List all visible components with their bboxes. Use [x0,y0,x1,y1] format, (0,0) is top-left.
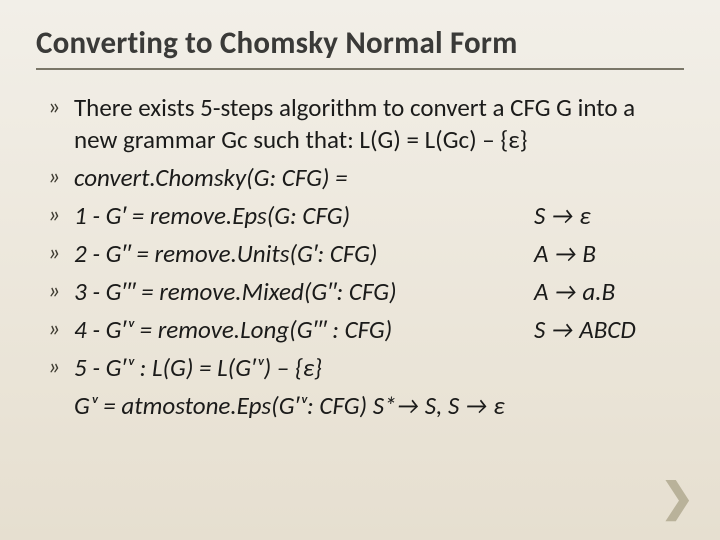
list-item: » There exists 5-steps algorithm to conv… [48,92,684,156]
list-item: » convert.Chomsky(G: CFG) = [48,162,684,194]
bullet-icon: » [48,162,74,193]
list-item: » 2 - G′′ = remove.Units(G′: CFG) A → B [48,238,684,270]
item-text: There exists 5-steps algorithm to conver… [74,92,684,156]
list-item: » 5 - G′ᵛ : L(G) = L(G′ᵛ) – {ε} [48,352,684,384]
bullet-icon: » [48,200,74,231]
item-text: 4 - G′ᵛ = remove.Long(G′′′ : CFG) [74,314,516,346]
content-list: » There exists 5-steps algorithm to conv… [36,92,684,422]
list-item: » 4 - G′ᵛ = remove.Long(G′′′ : CFG) S → … [48,314,684,346]
chevron-right-icon: ❯ [660,473,694,522]
bullet-icon: » [48,238,74,269]
bullet-icon: » [48,92,74,123]
item-text: Gᵛ = atmostone.Eps(G′ᵛ: CFG) S*→ S, S → … [74,390,684,422]
bullet-icon: » [48,276,74,307]
item-rhs: A → a.B [534,276,684,308]
list-item: » 1 - G′ = remove.Eps(G: CFG) S → ε [48,200,684,232]
item-text: convert.Chomsky(G: CFG) = [74,162,684,194]
bullet-icon: » [48,352,74,383]
item-text: 5 - G′ᵛ : L(G) = L(G′ᵛ) – {ε} [74,352,684,384]
item-text: 3 - G′′′ = remove.Mixed(G′′: CFG) [74,276,516,308]
slide: Converting to Chomsky Normal Form » Ther… [0,0,720,540]
item-rhs: A → B [534,238,684,270]
item-rhs: S → ε [534,200,684,232]
item-text: 1 - G′ = remove.Eps(G: CFG) [74,200,516,232]
bullet-icon: » [48,314,74,345]
item-rhs: S → ABCD [534,314,684,346]
item-text: 2 - G′′ = remove.Units(G′: CFG) [74,238,516,270]
slide-title: Converting to Chomsky Normal Form [36,24,684,62]
title-underline [36,68,684,70]
list-item: » 3 - G′′′ = remove.Mixed(G′′: CFG) A → … [48,276,684,308]
list-item: » Gᵛ = atmostone.Eps(G′ᵛ: CFG) S*→ S, S … [48,390,684,422]
